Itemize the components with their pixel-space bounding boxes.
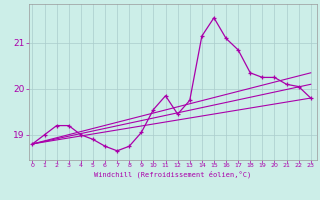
X-axis label: Windchill (Refroidissement éolien,°C): Windchill (Refroidissement éolien,°C) <box>94 171 252 178</box>
